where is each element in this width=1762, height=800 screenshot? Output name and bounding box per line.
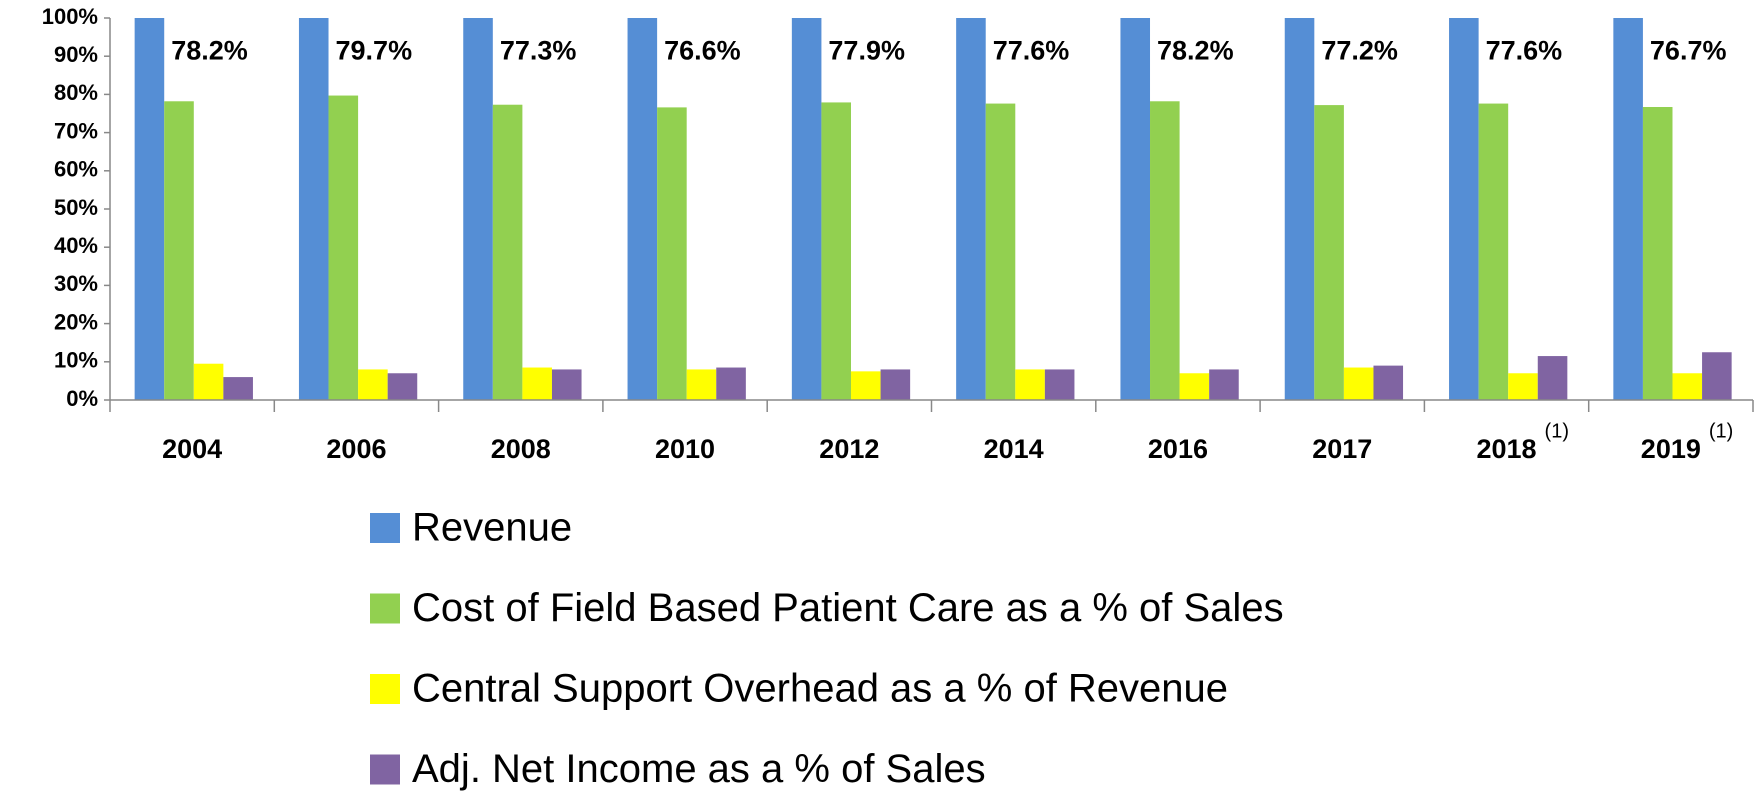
bar <box>880 369 911 400</box>
y-tick-label: 60% <box>54 157 98 182</box>
bar <box>1284 18 1315 400</box>
bar <box>223 377 253 400</box>
bar <box>1044 369 1075 400</box>
bar <box>956 18 986 400</box>
bar <box>657 107 687 400</box>
bar <box>1120 18 1151 400</box>
y-tick-label: 90% <box>54 42 98 67</box>
x-tick-label: 2019 <box>1641 434 1701 464</box>
x-tick-label: 2012 <box>819 434 879 464</box>
y-tick-label: 80% <box>54 80 98 105</box>
category-note: (1) <box>1709 420 1733 442</box>
legend-swatch <box>370 754 400 785</box>
bar <box>1672 373 1703 400</box>
bar <box>850 371 881 400</box>
data-label: 77.3% <box>500 36 577 66</box>
data-label: 76.6% <box>664 36 741 66</box>
data-label: 79.7% <box>336 36 413 66</box>
y-tick-label: 30% <box>54 271 98 296</box>
bar <box>358 369 388 400</box>
data-label: 77.2% <box>1321 36 1398 66</box>
y-tick-label: 70% <box>54 118 98 143</box>
bar <box>328 95 359 401</box>
bar <box>1015 369 1045 400</box>
bar <box>298 18 329 400</box>
y-tick-label: 100% <box>42 4 98 29</box>
data-label: 77.9% <box>828 36 905 66</box>
y-tick-label: 20% <box>54 309 98 334</box>
bar <box>522 367 552 400</box>
legend-label: Revenue <box>412 506 572 550</box>
bar <box>1373 365 1404 400</box>
bar <box>1702 352 1732 400</box>
bar <box>1508 373 1538 400</box>
data-label: 76.7% <box>1650 36 1727 66</box>
bar <box>193 363 224 400</box>
y-tick-label: 0% <box>66 386 98 411</box>
bar <box>1150 101 1180 400</box>
bar <box>1478 103 1509 401</box>
legend-swatch <box>370 593 400 624</box>
x-tick-label: 2018 <box>1477 434 1537 464</box>
legend-swatch <box>370 513 400 543</box>
data-label: 77.6% <box>1486 36 1563 66</box>
legend-label: Cost of Field Based Patient Care as a % … <box>412 586 1284 630</box>
legend-swatch <box>370 674 400 704</box>
data-label: 78.2% <box>1157 36 1234 66</box>
bar <box>134 18 165 400</box>
bar <box>1179 373 1210 400</box>
x-tick-label: 2017 <box>1312 434 1372 464</box>
bar <box>463 18 493 400</box>
bar <box>164 101 194 400</box>
x-tick-label: 2010 <box>655 434 715 464</box>
bar <box>627 18 658 400</box>
x-tick-label: 2008 <box>491 434 551 464</box>
bar <box>1537 356 1568 400</box>
bar <box>1343 367 1374 400</box>
x-tick-label: 2016 <box>1148 434 1208 464</box>
x-tick-label: 2006 <box>326 434 386 464</box>
bar <box>821 102 851 400</box>
bar <box>1209 369 1239 400</box>
bar <box>1449 18 1479 400</box>
legend-label: Adj. Net Income as a % of Sales <box>412 747 986 791</box>
bar <box>1314 105 1344 400</box>
bar <box>716 367 746 400</box>
bar <box>791 18 822 400</box>
bar <box>1613 18 1643 400</box>
x-tick-label: 2004 <box>162 434 222 464</box>
data-label: 78.2% <box>171 36 248 66</box>
x-tick-label: 2014 <box>984 434 1044 464</box>
y-tick-label: 10% <box>54 348 98 373</box>
bar <box>686 369 717 400</box>
category-note: (1) <box>1545 420 1569 442</box>
y-tick-label: 40% <box>54 233 98 258</box>
data-label: 77.6% <box>993 36 1070 66</box>
bar <box>492 104 523 401</box>
bar <box>1642 107 1673 401</box>
bar <box>985 103 1016 401</box>
bar <box>551 369 582 400</box>
y-tick-label: 50% <box>54 195 98 220</box>
bar <box>387 373 418 400</box>
legend-label: Central Support Overhead as a % of Reven… <box>412 667 1228 711</box>
